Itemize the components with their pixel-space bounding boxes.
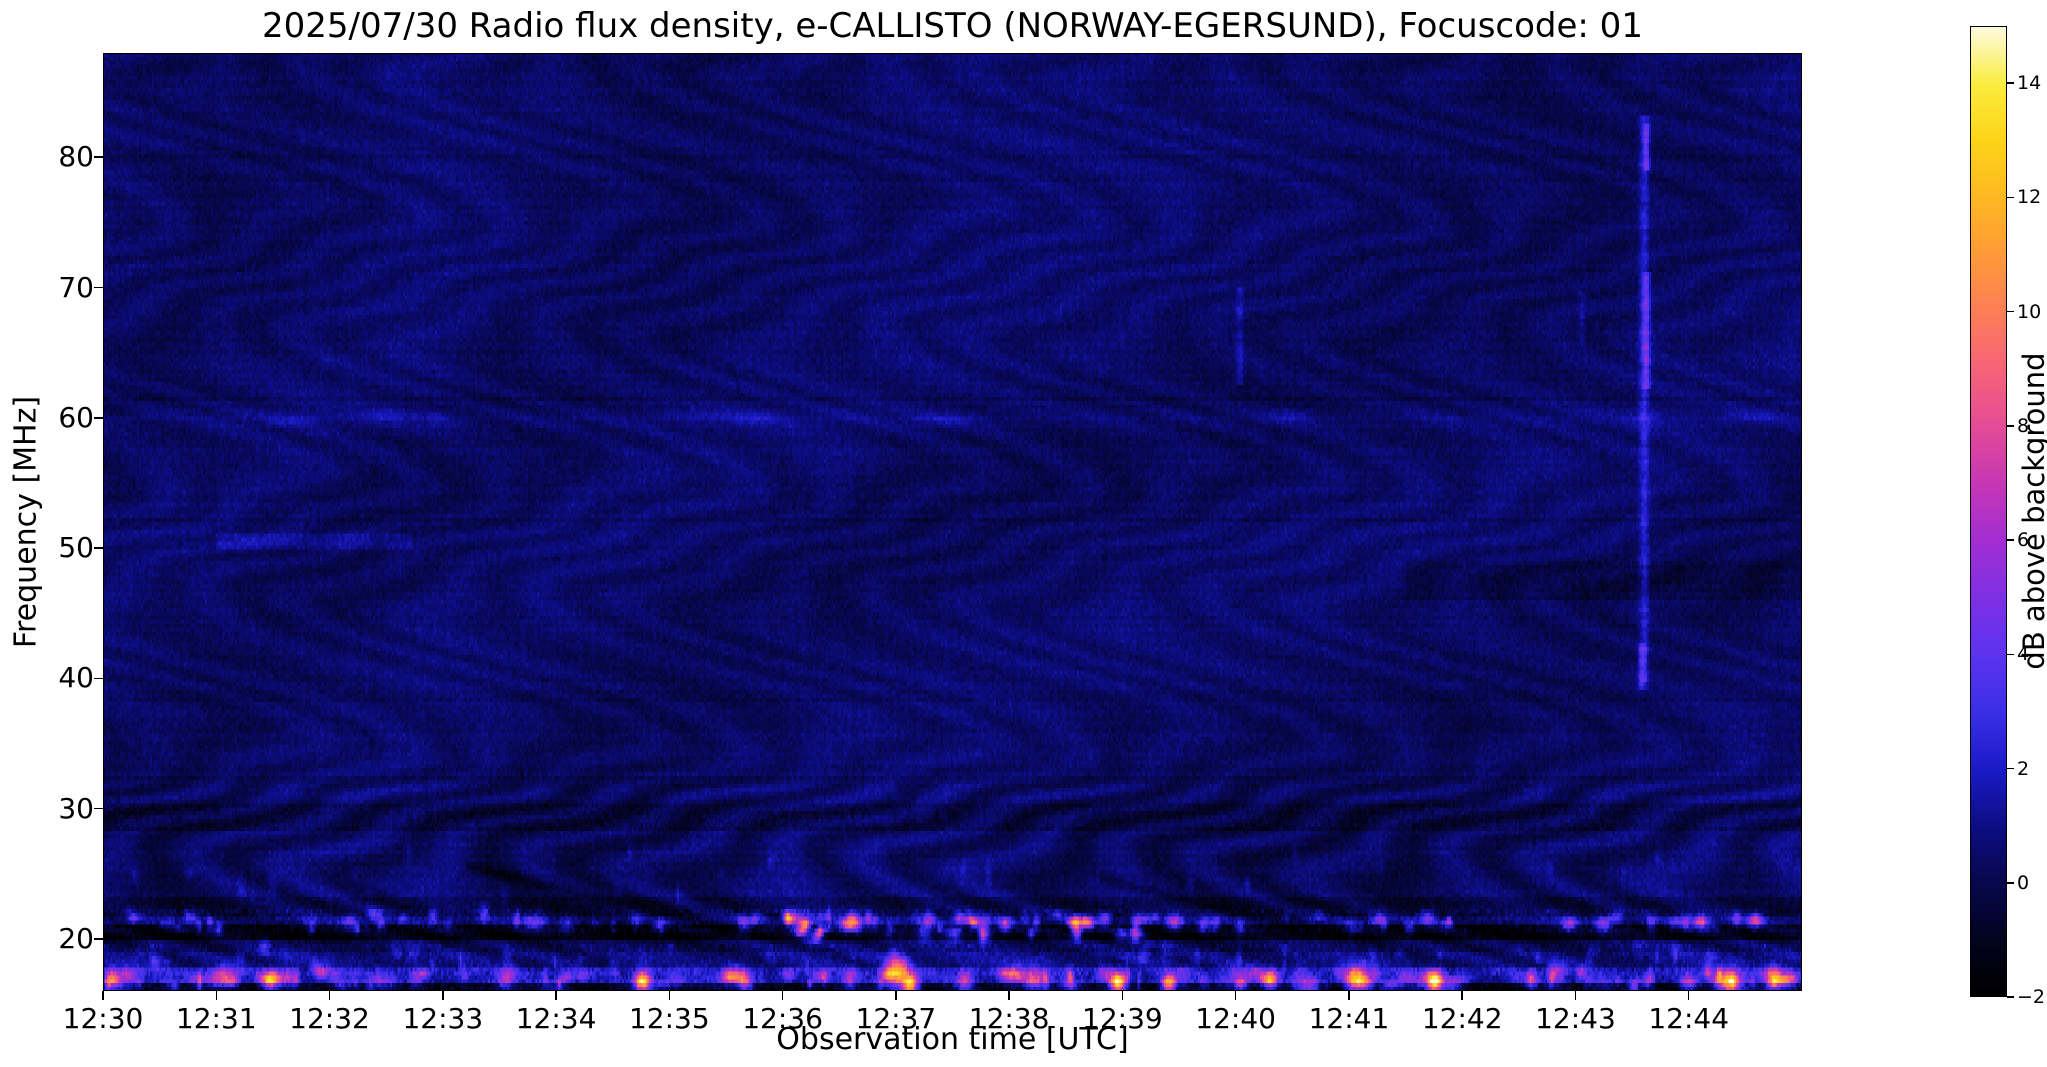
colorbar-tick-mark (2007, 767, 2014, 770)
plot-title: 2025/07/30 Radio flux density, e-CALLIST… (262, 6, 1643, 46)
spectrogram-canvas (103, 53, 1802, 991)
y-tick-mark (94, 156, 103, 158)
colorbar-tick-label: 8 (2017, 414, 2030, 437)
colorbar-tick-mark (2007, 539, 2014, 541)
colorbar-label: dB above background (2017, 352, 2047, 670)
y-tick-mark (94, 417, 103, 419)
y-tick-mark (94, 807, 103, 810)
colorbar-tick-mark (2007, 82, 2014, 84)
colorbar-tick-label: 10 (2017, 300, 2042, 323)
x-tick-mark (1574, 991, 1577, 1000)
x-tick-label: 12:36 (742, 1002, 823, 1035)
y-tick-label: 20 (58, 921, 94, 955)
x-tick-mark (1234, 991, 1237, 1000)
colorbar (1970, 26, 2007, 997)
x-tick-label: 12:30 (62, 1002, 144, 1035)
x-tick-mark (328, 991, 331, 1000)
y-tick-mark (94, 938, 103, 940)
y-tick-mark (94, 547, 103, 549)
x-tick-mark (1687, 991, 1690, 1000)
x-tick-label: 12:33 (402, 1002, 484, 1035)
x-axis-label: Observation time [UTC] (776, 1022, 1129, 1057)
colorbar-tick-label: 4 (2017, 643, 2030, 666)
y-tick-label: 60 (58, 400, 94, 434)
y-tick-label: 30 (58, 791, 94, 825)
x-tick-mark (1348, 991, 1350, 1000)
x-tick-label: 12:40 (1195, 1002, 1276, 1035)
x-tick-label: 12:34 (515, 1002, 597, 1035)
colorbar-tick-mark (2007, 425, 2014, 427)
x-tick-label: 12:35 (628, 1002, 710, 1035)
x-tick-mark (1121, 991, 1124, 1000)
colorbar-tick-mark (2007, 310, 2014, 313)
colorbar-tick-label: 0 (2017, 871, 2030, 894)
y-tick-label: 70 (58, 270, 94, 304)
colorbar-tick-mark (2007, 653, 2014, 656)
x-tick-mark (442, 991, 444, 1000)
y-tick-label: 50 (58, 531, 94, 565)
x-tick-mark (1461, 991, 1463, 1000)
colorbar-tick-mark (2007, 996, 2014, 998)
y-tick-label: 80 (58, 140, 94, 174)
x-tick-label: 12:37 (855, 1002, 937, 1035)
x-tick-label: 12:38 (968, 1002, 1050, 1035)
colorbar-tick-mark (2007, 196, 2014, 199)
x-tick-mark (895, 991, 897, 1000)
y-tick-label: 40 (58, 661, 94, 695)
y-tick-mark (94, 286, 103, 289)
x-tick-mark (555, 991, 557, 1000)
y-axis-label: Frequency [MHz] (8, 395, 44, 649)
x-tick-mark (215, 991, 218, 1000)
x-tick-label: 12:41 (1308, 1002, 1390, 1035)
x-tick-mark (781, 991, 784, 1000)
colorbar-tick-label: 6 (2017, 529, 2030, 552)
x-tick-mark (102, 991, 104, 1000)
colorbar-tick-label: −2 (2017, 986, 2046, 1008)
x-tick-label: 12:44 (1648, 1002, 1730, 1035)
x-tick-label: 12:42 (1421, 1002, 1503, 1035)
x-tick-mark (1008, 991, 1010, 1000)
x-tick-label: 12:39 (1082, 1002, 1163, 1035)
y-tick-mark (94, 677, 103, 680)
x-tick-label: 12:31 (175, 1002, 257, 1035)
x-tick-label: 12:32 (289, 1002, 370, 1035)
colorbar-tick-label: 2 (2017, 757, 2030, 780)
colorbar-tick-mark (2007, 882, 2014, 884)
x-tick-mark (668, 991, 671, 1000)
x-tick-label: 12:43 (1535, 1002, 1616, 1035)
colorbar-tick-label: 14 (2017, 72, 2042, 95)
colorbar-tick-label: 12 (2017, 186, 2042, 209)
